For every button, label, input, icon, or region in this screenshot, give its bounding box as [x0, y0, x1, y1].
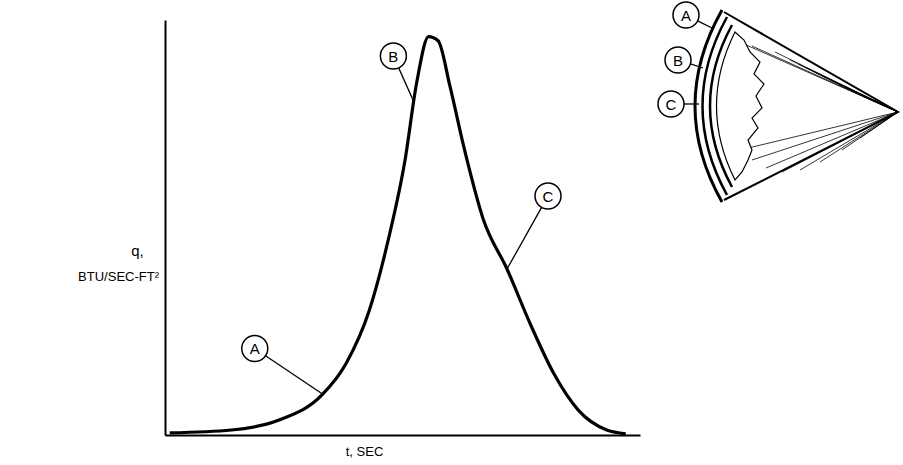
annotation-label: C: [543, 188, 554, 205]
capsule-drawing: A B C: [658, 2, 898, 202]
capsule-shading: [820, 112, 898, 162]
annotations: A B C: [242, 43, 561, 394]
y-axis-title: BTU/SEC-FT²: [78, 269, 160, 284]
capsule-shading: [798, 64, 898, 112]
label-circle: [380, 43, 406, 69]
inset-label: A: [681, 7, 691, 24]
capsule-shading: [842, 112, 898, 150]
y-axis-title: q,: [131, 242, 144, 259]
capsule-shading: [752, 46, 898, 112]
capsule-shading: [800, 112, 898, 170]
capsule-shading: [782, 112, 898, 172]
leader-line: [507, 207, 542, 269]
capsule-shading: [752, 112, 898, 160]
x-axis-title: t, SEC: [346, 444, 384, 459]
inset-leader: [684, 103, 699, 104]
plot-area: [170, 37, 626, 434]
label-circle: [673, 2, 699, 28]
inset-label: C: [666, 96, 677, 113]
heating-curve: [170, 37, 626, 434]
inset-leader: [690, 64, 703, 68]
capsule-shading: [790, 60, 898, 112]
capsule-shading: [830, 80, 898, 112]
capsule-shading: [846, 88, 898, 112]
axis-line: [166, 435, 641, 437]
capsule-shading: [860, 112, 898, 138]
axis-line: [165, 21, 167, 436]
capsule-shading: [806, 68, 898, 112]
capsule-shading: [735, 40, 898, 112]
capsule-shading: [838, 84, 898, 112]
inset-leader: [698, 21, 712, 28]
chart: A B Cq, BTU/SEC-FT² t, SEC A B C: [0, 0, 903, 465]
x-axis: [166, 435, 641, 436]
label-circle: [665, 47, 691, 73]
capsule-shading: [766, 112, 898, 168]
capsule-shading: [740, 112, 898, 150]
capsule-shading: [854, 92, 898, 112]
label-circle: [658, 91, 684, 117]
label-circle: [535, 183, 561, 209]
annotation-label: B: [388, 48, 398, 65]
capsule-shading: [822, 76, 898, 112]
annotation-label: A: [250, 340, 260, 357]
capsule-shading: [775, 52, 898, 112]
leader-line: [266, 356, 322, 394]
label-circle: [242, 336, 268, 362]
leader-line: [399, 68, 415, 103]
cutaway: [717, 32, 765, 180]
capsule-shading: [862, 96, 898, 112]
y-axis: [165, 21, 166, 436]
inset-label: B: [673, 52, 683, 69]
capsule-shading: [814, 72, 898, 112]
